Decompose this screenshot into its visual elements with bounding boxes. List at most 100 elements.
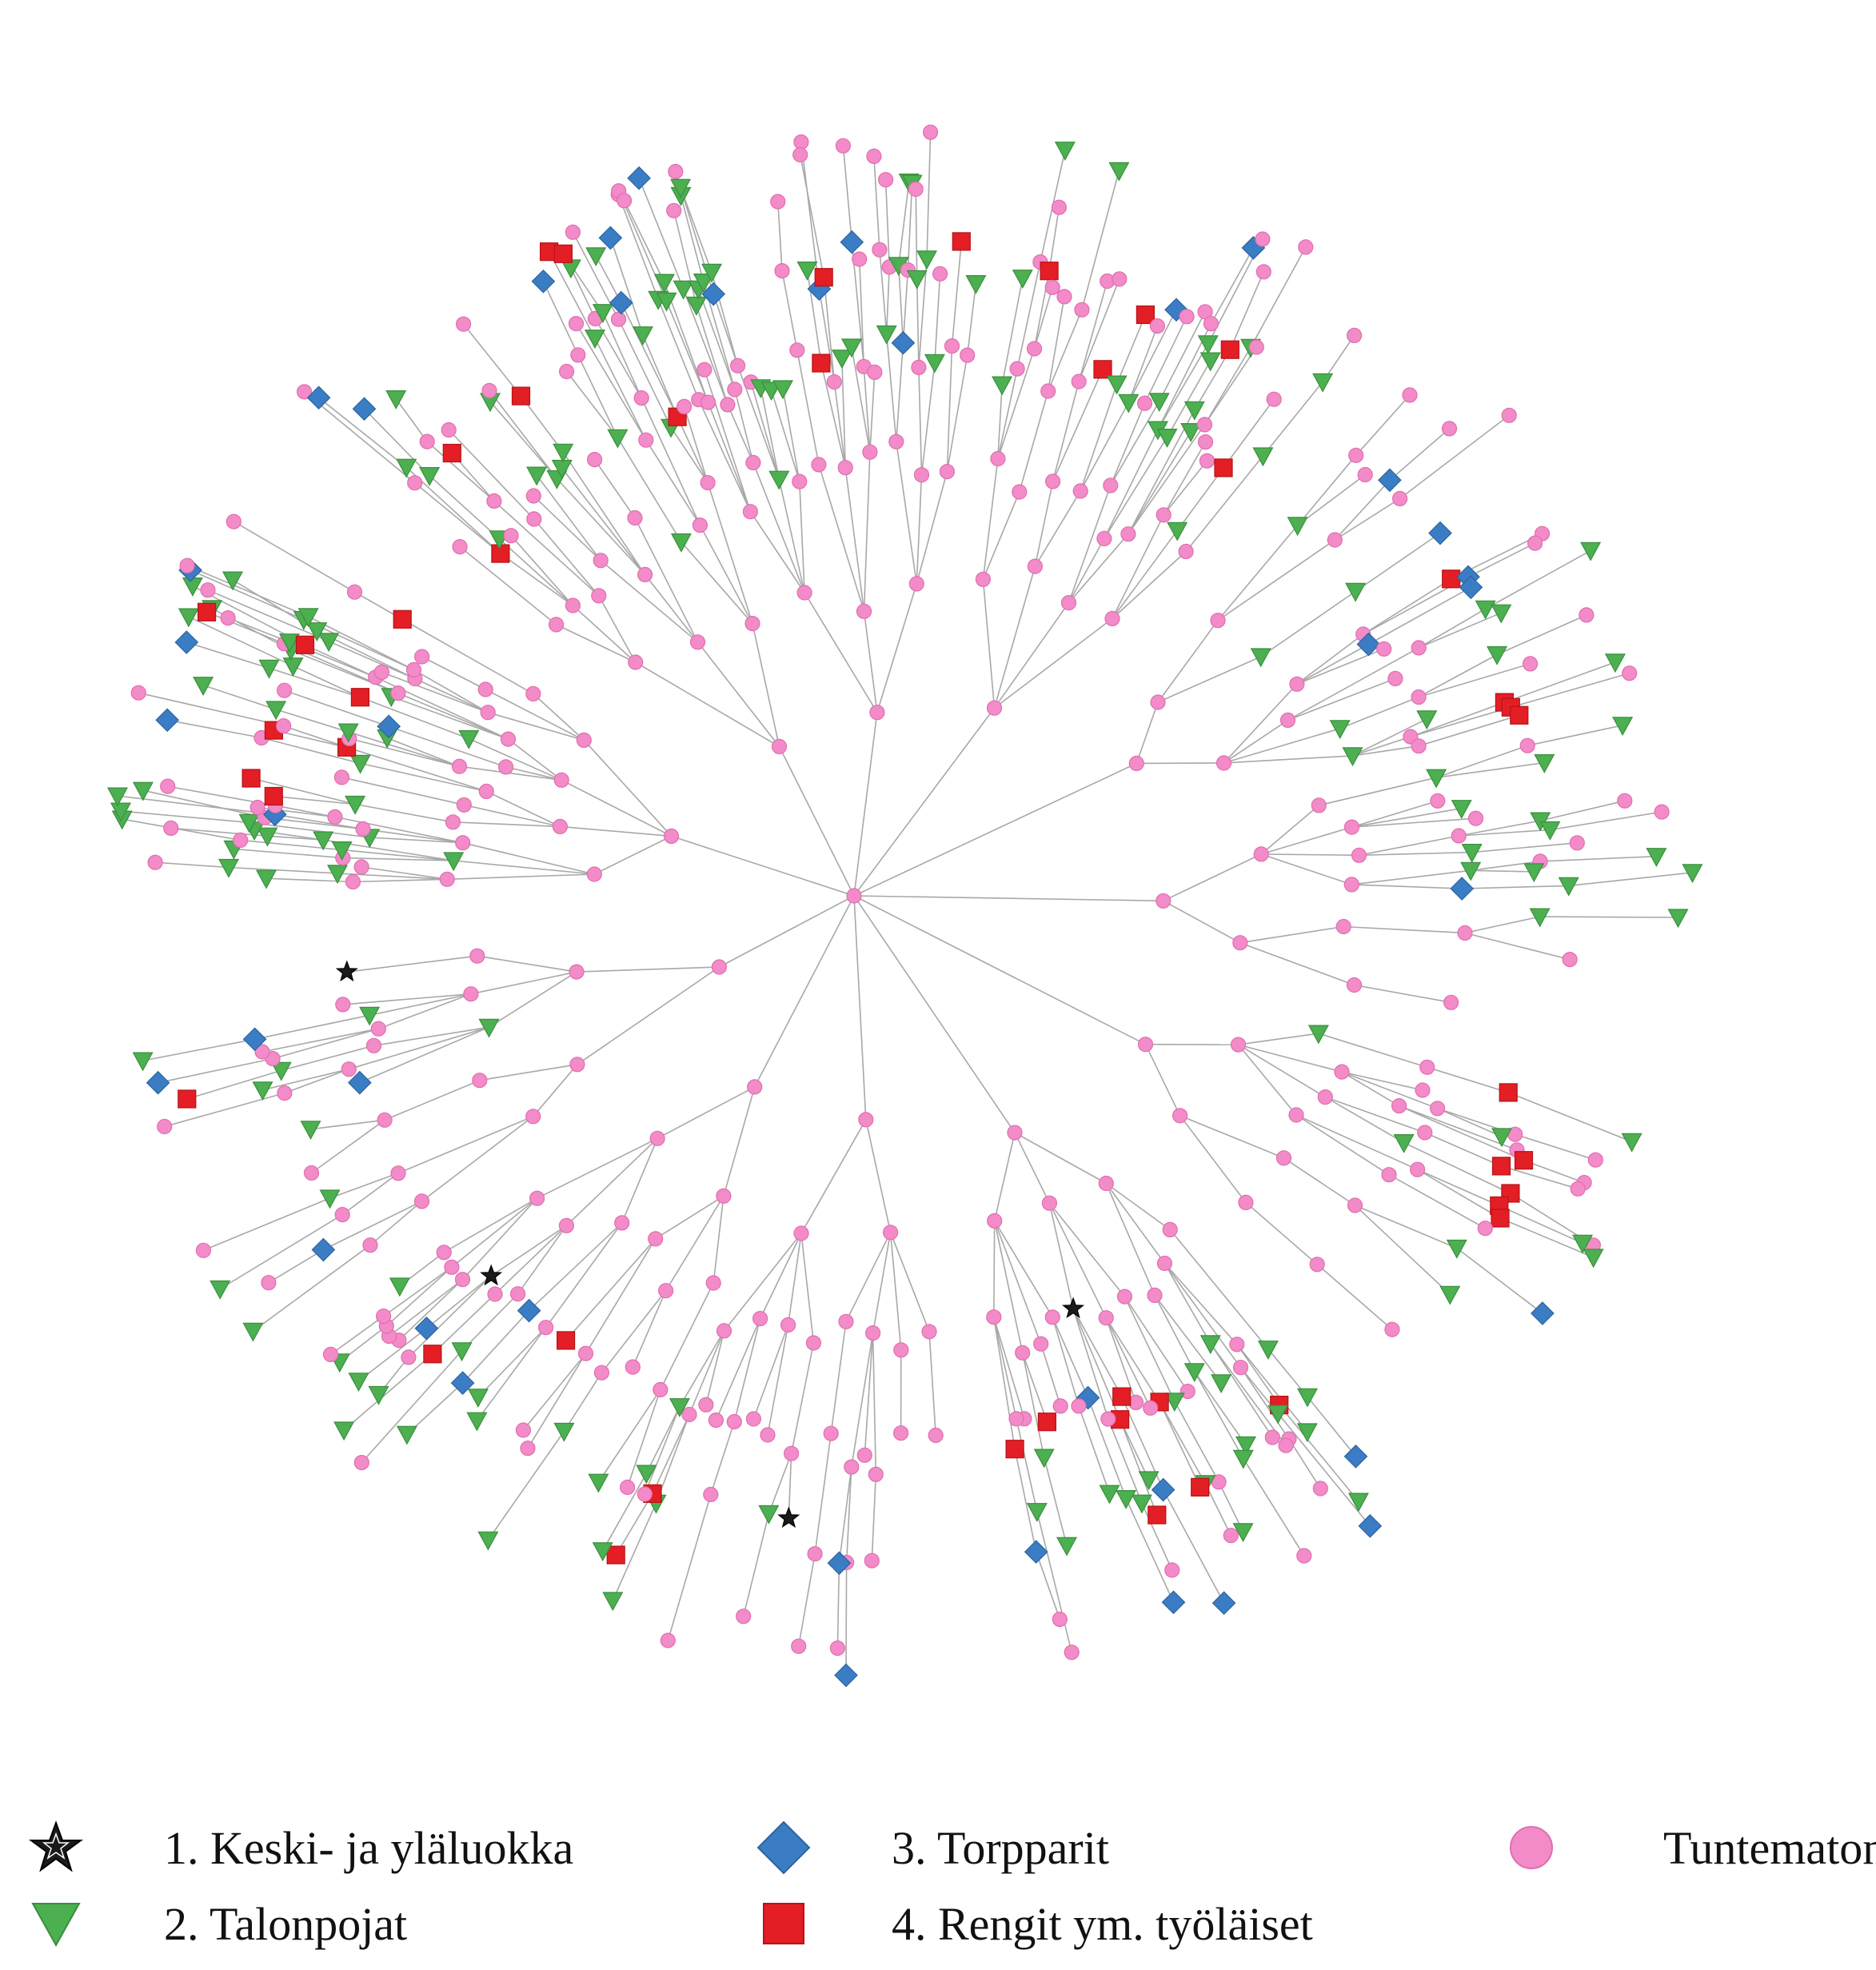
tree-edge	[1014, 1449, 1037, 1552]
tree-node-talonpojat	[1180, 422, 1202, 442]
tree-edge	[679, 1330, 725, 1408]
tree-edge	[797, 1553, 816, 1647]
tree-node-torpparit	[834, 1663, 858, 1688]
tree-node-tuntematon	[376, 1308, 392, 1325]
tree-node-tuntematon	[882, 1225, 899, 1241]
tree-node-tuntematon	[892, 1425, 909, 1441]
tree-edge	[361, 1350, 463, 1464]
tree-edge	[799, 482, 805, 593]
tree-node-talonpojat	[1099, 1484, 1120, 1504]
tree-node-rengit	[814, 268, 833, 287]
legend-item-torpparit: 3. Torpparit	[756, 1816, 1109, 1880]
legend-star-inner	[42, 1832, 70, 1860]
tree-edge	[275, 709, 349, 733]
tree-node-talonpojat	[178, 608, 199, 628]
tree-node-torpparit	[840, 230, 864, 254]
tree-edge	[1164, 1262, 1238, 1345]
tree-node-talonpojat	[1475, 600, 1496, 620]
tree-edge	[982, 458, 999, 580]
tree-node-tuntematon	[807, 1546, 823, 1562]
tree-node-torpparit	[827, 1551, 852, 1576]
tree-edge	[1087, 1397, 1127, 1499]
tree-edge	[167, 719, 262, 739]
tree-node-torpparit	[1343, 1445, 1368, 1469]
tree-node-tuntematon	[277, 682, 293, 698]
tree-edge	[373, 1026, 489, 1047]
tree-node-tuntematon	[1346, 327, 1363, 343]
tree-edge	[529, 1222, 623, 1312]
tree-node-talonpojat	[349, 754, 371, 774]
tree-node-tuntematon	[520, 1441, 536, 1457]
tree-node-tuntematon	[1522, 656, 1539, 672]
tree-edge	[800, 142, 820, 290]
tree-node-talonpojat	[1199, 1335, 1221, 1355]
tree-edge	[537, 1137, 658, 1199]
tree-edge	[1283, 1157, 1355, 1206]
tree-edge	[138, 692, 284, 727]
tree-edge	[565, 1238, 657, 1341]
tree-edge	[593, 459, 636, 518]
tree-edge	[853, 895, 1164, 902]
tree-node-tuntematon	[867, 364, 883, 380]
tree-edge	[644, 573, 699, 643]
tree-edge	[281, 1045, 374, 1072]
tree-node-talonpojat	[331, 841, 353, 861]
tree-edge	[842, 146, 853, 242]
tree-node-talonpojat	[965, 275, 987, 294]
tree-edge	[617, 437, 682, 542]
tree-edge	[1399, 414, 1510, 500]
tree-edge	[1459, 820, 1541, 837]
tree-edge	[360, 696, 469, 740]
tree-edge	[517, 1225, 568, 1295]
tree-edge	[536, 474, 601, 561]
tree-node-tuntematon	[586, 451, 603, 468]
tree-edge	[1001, 278, 1024, 386]
tree-edge	[1351, 800, 1439, 828]
tree-node-talonpojat	[1307, 1025, 1329, 1045]
tree-node-torpparit	[146, 1070, 170, 1095]
tree-edge	[1471, 869, 1535, 873]
tree-edge	[1462, 885, 1569, 889]
tree-node-tuntematon	[1411, 640, 1427, 656]
tree-edge	[459, 765, 562, 781]
tree-node-talonpojat	[992, 376, 1013, 396]
tree-edge	[617, 318, 672, 428]
tree-edge	[329, 1173, 399, 1199]
tree-node-talonpojat	[306, 622, 328, 641]
tree-edge	[681, 541, 753, 625]
tree-edge	[1164, 1263, 1242, 1369]
tree-node-torpparit	[242, 1027, 267, 1052]
tree-node-torpparit	[377, 714, 401, 739]
tree-edge	[476, 1327, 547, 1421]
tree-node-tuntematon	[1172, 1108, 1188, 1124]
tree-edge	[1456, 1247, 1543, 1314]
tree-edge	[489, 390, 558, 479]
tree-node-tuntematon	[1317, 1089, 1333, 1105]
tree-edge	[898, 265, 904, 343]
tree-edge	[477, 955, 577, 973]
tree-edge	[845, 1562, 848, 1676]
tree-node-talonpojat	[1572, 1234, 1594, 1254]
tree-edge	[283, 725, 347, 749]
tree-edge	[1163, 460, 1208, 516]
tree-edge	[1435, 761, 1545, 778]
tree-edge	[1185, 455, 1264, 553]
tree-node-talonpojat	[1164, 1393, 1185, 1413]
tree-node-tuntematon	[922, 124, 939, 140]
tree-edge	[1141, 1502, 1173, 1571]
tree-node-tuntematon	[1040, 383, 1056, 399]
tree-edge	[673, 210, 697, 306]
tree-node-rengit	[1220, 340, 1239, 359]
tree-edge	[261, 1028, 379, 1053]
tree-edge	[1047, 309, 1083, 392]
tree-edge	[934, 274, 941, 363]
tree-node-tuntematon	[1343, 877, 1359, 893]
tree-edge	[1540, 800, 1625, 821]
tree-edge	[1125, 1498, 1175, 1603]
tree-node-talonpojat	[1446, 1239, 1467, 1259]
tree-node-talonpojat	[1667, 909, 1689, 929]
tree-edge	[993, 1317, 1025, 1420]
tree-edge	[657, 299, 700, 400]
tree-edge	[570, 267, 597, 319]
tree-node-tuntematon	[698, 1397, 714, 1413]
